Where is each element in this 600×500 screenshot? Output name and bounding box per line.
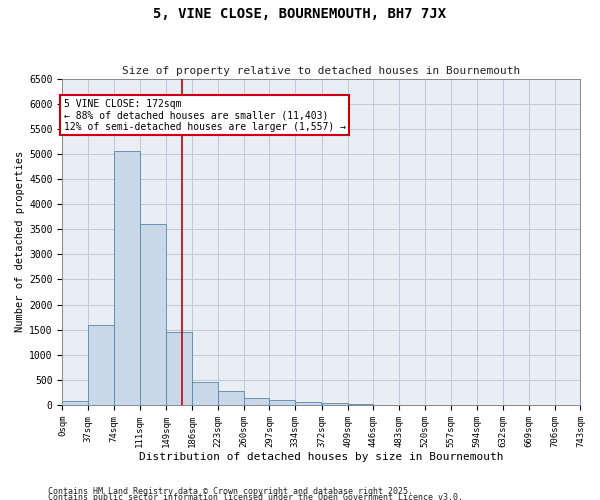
- Bar: [114, 152, 140, 405]
- Bar: [88, 324, 114, 405]
- Text: Contains HM Land Registry data © Crown copyright and database right 2025.: Contains HM Land Registry data © Crown c…: [48, 486, 413, 496]
- Bar: [244, 398, 269, 405]
- Bar: [295, 402, 321, 405]
- Bar: [62, 402, 88, 405]
- X-axis label: Distribution of detached houses by size in Bournemouth: Distribution of detached houses by size …: [139, 452, 503, 462]
- Text: 5 VINE CLOSE: 172sqm
← 88% of detached houses are smaller (11,403)
12% of semi-d: 5 VINE CLOSE: 172sqm ← 88% of detached h…: [64, 98, 346, 132]
- Bar: [218, 392, 244, 405]
- Bar: [166, 332, 192, 405]
- Y-axis label: Number of detached properties: Number of detached properties: [15, 151, 25, 332]
- Bar: [192, 382, 218, 405]
- Bar: [269, 400, 295, 405]
- Text: 5, VINE CLOSE, BOURNEMOUTH, BH7 7JX: 5, VINE CLOSE, BOURNEMOUTH, BH7 7JX: [154, 8, 446, 22]
- Title: Size of property relative to detached houses in Bournemouth: Size of property relative to detached ho…: [122, 66, 521, 76]
- Bar: [322, 404, 347, 405]
- Bar: [347, 404, 373, 405]
- Text: Contains public sector information licensed under the Open Government Licence v3: Contains public sector information licen…: [48, 492, 463, 500]
- Bar: [140, 224, 166, 405]
